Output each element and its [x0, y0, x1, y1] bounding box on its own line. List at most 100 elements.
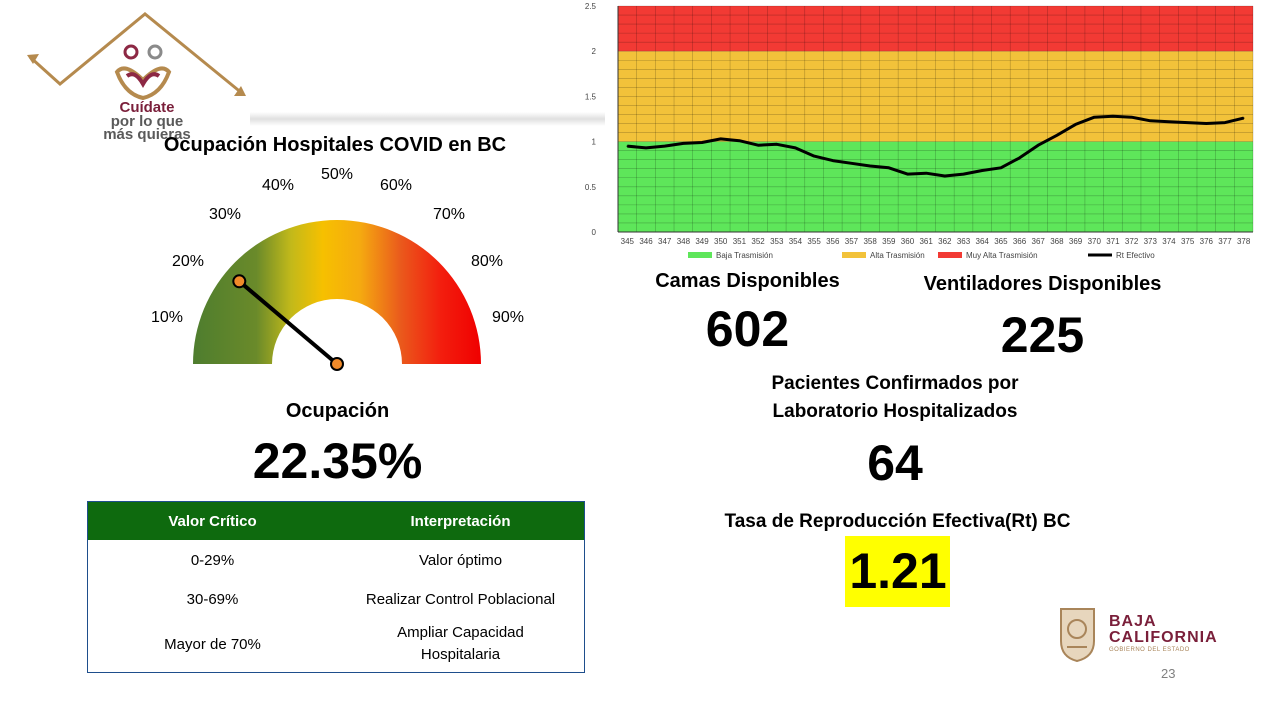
rt-data-point: [962, 173, 965, 175]
interpretation-cell: Realizar Control Poblacional: [365, 590, 556, 608]
gauge-tick-label: 60%: [380, 177, 413, 194]
rt-data-point: [663, 145, 666, 147]
range-cell: Mayor de 70%: [164, 635, 261, 653]
legend-swatch: [688, 252, 712, 258]
rt-data-point: [1018, 157, 1021, 159]
x-tick-label: 370: [1088, 237, 1102, 246]
beds-label: Camas Disponibles: [655, 270, 840, 292]
legend-label: Baja Trasmisión: [716, 251, 773, 260]
x-tick-label: 346: [639, 237, 653, 246]
rt-data-point: [1037, 144, 1040, 147]
rt-data-point: [626, 145, 629, 147]
legend-swatch: [938, 252, 962, 258]
gauge-tick-label: 30%: [209, 206, 242, 223]
x-tick-label: 347: [658, 237, 672, 246]
rt-data-point: [1112, 115, 1114, 118]
x-tick-label: 356: [826, 237, 840, 246]
x-tick-label: 351: [733, 237, 747, 246]
band-muy-alta-trasmisi-n: [618, 6, 1253, 52]
logo: [25, 12, 250, 142]
page-number: 23: [1161, 666, 1176, 681]
rt-data-point: [888, 167, 890, 169]
gauge-tick-label: 50%: [321, 166, 354, 183]
x-tick-label: 350: [714, 237, 728, 246]
patients-label-line1: Pacientes Confirmados por: [771, 373, 1019, 394]
gauge-tick-label: 10%: [151, 309, 184, 326]
brand-line3: GOBIERNO DEL ESTADO: [1109, 647, 1190, 653]
rt-data-point: [925, 172, 927, 175]
rt-highlight: [845, 536, 950, 607]
rt-data-point: [1093, 116, 1096, 118]
rt-chart: 0 0.5 1 1.5 2 2.5 345 346 347 348 349 350 351 352 353 3…: [585, 2, 1254, 260]
gauge-tick-label: 20%: [172, 253, 205, 270]
gauge-tick-label: 40%: [262, 177, 295, 194]
y-tick-label: 1: [592, 138, 597, 147]
x-tick-label: 371: [1106, 237, 1120, 246]
legend-label: Alta Trasmisión: [870, 251, 925, 260]
y-tick-label: 2: [592, 47, 597, 56]
rt-data-point: [850, 162, 853, 165]
legend-swatch: [842, 252, 866, 258]
x-tick-label: 362: [938, 237, 952, 246]
occupancy-label: Ocupación: [285, 400, 390, 422]
occupancy-gauge: [193, 220, 481, 371]
rt-data-point: [719, 138, 722, 140]
gauge-tick-label: 90%: [492, 309, 525, 326]
x-tick-label: 373: [1144, 237, 1158, 246]
x-tick-label: 349: [695, 237, 709, 246]
x-tick-label: 345: [621, 237, 635, 246]
x-tick-label: 374: [1162, 237, 1176, 246]
rt-data-point: [831, 159, 834, 162]
occupancy-value: 22.35%: [252, 433, 423, 489]
x-tick-label: 348: [677, 237, 691, 246]
gauge-title: Ocupación Hospitales COVID en BC: [163, 134, 507, 156]
rt-data-point: [1205, 122, 1208, 125]
table-row: 30-69% Realizar Control Poblacional: [88, 580, 584, 618]
interpretation-cell: Valor óptimo: [418, 551, 503, 569]
y-tick-label: 0.5: [585, 183, 597, 192]
patients-value: 64: [867, 435, 923, 491]
rt-data-point: [645, 147, 647, 149]
x-tick-label: 372: [1125, 237, 1139, 246]
range-cell: 0-29%: [190, 551, 235, 569]
x-tick-label: 378: [1237, 237, 1251, 246]
beds-value: 602: [705, 301, 790, 357]
rt-data-point: [1242, 117, 1245, 119]
x-tick-label: 357: [845, 237, 859, 246]
house-logo-icon: [27, 12, 246, 101]
rt-data-point: [1056, 134, 1058, 137]
brand-line2: CALIFORNIA: [1109, 629, 1218, 646]
column-header-interpretation: Interpretación: [410, 512, 511, 530]
rt-data-point: [1168, 120, 1170, 123]
rt-data-point: [738, 139, 741, 142]
x-tick-label: 375: [1181, 237, 1195, 246]
rt-data-point: [1186, 121, 1189, 124]
legend-label: Muy Alta Trasmisión: [966, 251, 1038, 260]
rt-data-point: [1074, 123, 1077, 126]
rt-data-point: [906, 173, 909, 175]
logo-text-line1: Cuídate: [119, 99, 175, 116]
table-header: Valor Crítico Interpretación: [88, 502, 584, 540]
y-tick-label: 0: [592, 228, 597, 237]
rt-data-point: [794, 147, 797, 149]
x-tick-label: 363: [957, 237, 971, 246]
rt-data-point: [869, 165, 871, 167]
rt-data-point: [757, 144, 759, 147]
x-tick-label: 354: [789, 237, 803, 246]
rt-data-point: [682, 142, 685, 145]
x-tick-label: 377: [1218, 237, 1232, 246]
critical-value-table: Valor Crítico Interpretación 0-29% Valor…: [87, 501, 585, 673]
rt-data-point: [944, 175, 946, 177]
banner-band: [250, 112, 605, 126]
x-tick-label: 367: [1032, 237, 1046, 246]
rt-series-line: [627, 114, 1245, 178]
rt-data-point: [775, 143, 778, 146]
column-header-critical-value: Valor Crítico: [168, 512, 257, 530]
x-tick-label: 352: [751, 237, 765, 246]
state-seal-icon: [1060, 608, 1095, 663]
patients-label-line2: Laboratorio Hospitalizados: [772, 401, 1018, 422]
x-tick-label: 353: [770, 237, 784, 246]
x-tick-label: 364: [976, 237, 990, 246]
logo-text-line2: por lo que: [110, 113, 184, 130]
interpretation-cell: Ampliar Capacidad Hospitalaria: [337, 622, 584, 666]
